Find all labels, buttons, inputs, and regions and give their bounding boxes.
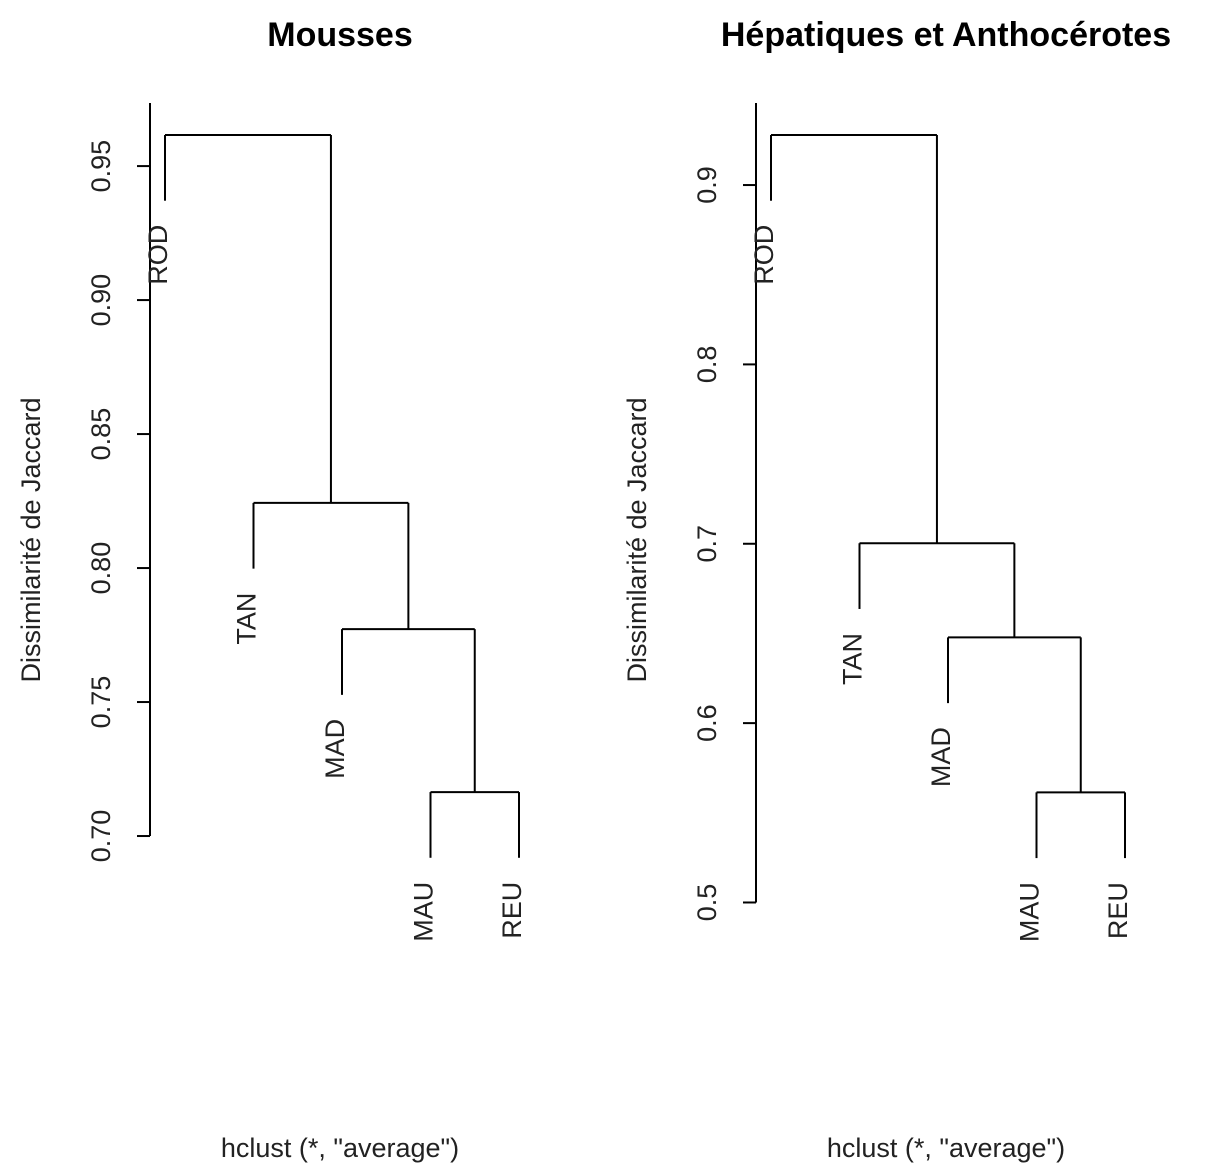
leaf-label: MAU — [1015, 882, 1045, 942]
leaf-label: REU — [1103, 882, 1133, 939]
leaf-label: REU — [497, 882, 527, 939]
chart-title: Hépatiques et Anthocérotes — [721, 16, 1171, 54]
x-axis-label: hclust (*, "average") — [221, 1133, 459, 1163]
y-tick-label: 0.5 — [692, 884, 722, 922]
y-tick-label: 0.90 — [86, 274, 116, 327]
leaf-label: MAD — [320, 719, 350, 779]
leaf-label: MAU — [409, 882, 439, 942]
x-axis-label: hclust (*, "average") — [827, 1133, 1065, 1163]
leaf-label: TAN — [232, 593, 262, 645]
leaf-label: ROD — [749, 225, 779, 285]
leaf-label: MAD — [926, 727, 956, 787]
leaf-label: TAN — [838, 633, 868, 685]
y-tick-label: 0.6 — [692, 704, 722, 742]
y-axis-label: Dissimilarité de Jaccard — [16, 397, 46, 682]
y-tick-label: 0.8 — [692, 346, 722, 384]
leaf-label: ROD — [143, 225, 173, 285]
chart-title: Mousses — [267, 16, 413, 54]
y-tick-label: 0.9 — [692, 166, 722, 204]
y-tick-label: 0.70 — [86, 810, 116, 863]
y-tick-label: 0.75 — [86, 676, 116, 729]
y-tick-label: 0.95 — [86, 140, 116, 193]
y-tick-label: 0.80 — [86, 542, 116, 595]
y-tick-label: 0.7 — [692, 525, 722, 563]
y-tick-label: 0.85 — [86, 408, 116, 461]
y-axis-label: Dissimilarité de Jaccard — [622, 397, 652, 682]
